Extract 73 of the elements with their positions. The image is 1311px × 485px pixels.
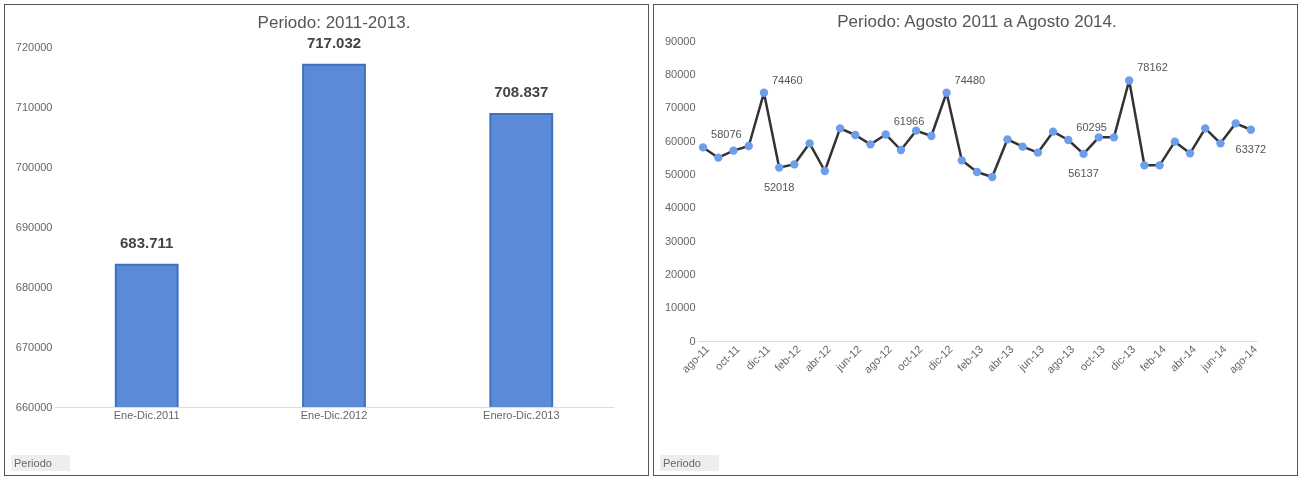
point <box>957 156 966 165</box>
text: Periodo <box>11 455 70 471</box>
point <box>866 140 875 149</box>
y-tick-label: 10000 <box>664 301 696 314</box>
data-label: 56137 <box>1068 166 1099 179</box>
data-label: 58076 <box>711 128 742 141</box>
point <box>698 143 708 152</box>
point <box>1231 119 1240 128</box>
point <box>820 166 830 176</box>
point <box>1003 135 1012 144</box>
data-label: 717.032 <box>306 33 362 51</box>
chart-title: Periodo: Agosto 2011 a Agosto 2014. <box>837 12 1117 31</box>
point <box>1064 135 1073 145</box>
y-tick-label: 700000 <box>15 160 53 173</box>
point <box>805 139 814 148</box>
y-tick-label: 60000 <box>664 134 696 147</box>
point <box>1094 133 1103 142</box>
y-tick-label: 690000 <box>15 220 53 233</box>
x-tick-label: Enero-Dic.2013 <box>483 408 560 421</box>
point <box>1109 133 1119 142</box>
point <box>1048 127 1058 136</box>
point <box>759 88 769 97</box>
y-tick-label: 660000 <box>15 400 53 413</box>
point <box>881 130 890 139</box>
data-label: 63372 <box>1235 142 1267 155</box>
y-tick-label: 670000 <box>15 340 53 353</box>
data-label: 74460 <box>771 73 803 86</box>
point <box>714 153 723 162</box>
point <box>896 145 906 155</box>
point <box>1140 161 1149 170</box>
point <box>729 146 738 155</box>
y-tick-label: 720000 <box>15 40 53 53</box>
text: Periodo <box>660 455 719 471</box>
point <box>774 163 784 172</box>
y-tick-label: 90000 <box>664 34 696 47</box>
point <box>1246 125 1256 134</box>
point <box>1170 137 1180 146</box>
y-tick-label: 0 <box>689 334 696 347</box>
point <box>1079 149 1088 159</box>
point <box>1033 148 1043 157</box>
data-label: 708.837 <box>494 82 549 100</box>
chart-title: Periodo: 2011-2013. <box>257 12 411 32</box>
data-label: 52018 <box>763 180 795 193</box>
point <box>1185 149 1195 158</box>
data-label: 683.711 <box>120 233 174 251</box>
point <box>851 130 860 140</box>
point <box>1155 161 1164 170</box>
y-tick-label: 30000 <box>664 234 696 247</box>
data-label: 61966 <box>893 115 925 128</box>
data-label: 74480 <box>954 73 986 86</box>
y-tick-label: 680000 <box>15 280 53 293</box>
point <box>790 160 799 169</box>
y-tick-label: 80000 <box>664 67 696 80</box>
point <box>1124 76 1134 85</box>
x-tick-label: Ene-Dic.2011 <box>113 408 180 421</box>
point <box>1216 139 1225 148</box>
y-tick-label: 40000 <box>664 201 696 214</box>
point <box>1018 142 1027 151</box>
x-tick-label: Ene-Dic.2012 <box>300 408 368 421</box>
point <box>942 88 951 97</box>
point <box>1201 124 1210 133</box>
point <box>972 167 982 177</box>
point <box>927 131 936 141</box>
y-tick-label: 50000 <box>664 167 696 180</box>
y-tick-label: 20000 <box>664 267 696 280</box>
point <box>835 124 845 133</box>
data-label: 78162 <box>1137 61 1168 74</box>
point <box>911 126 921 135</box>
point <box>988 172 997 182</box>
y-tick-label: 710000 <box>15 100 53 113</box>
data-label: 60295 <box>1076 121 1107 134</box>
point <box>744 141 753 151</box>
y-tick-label: 70000 <box>664 101 696 114</box>
